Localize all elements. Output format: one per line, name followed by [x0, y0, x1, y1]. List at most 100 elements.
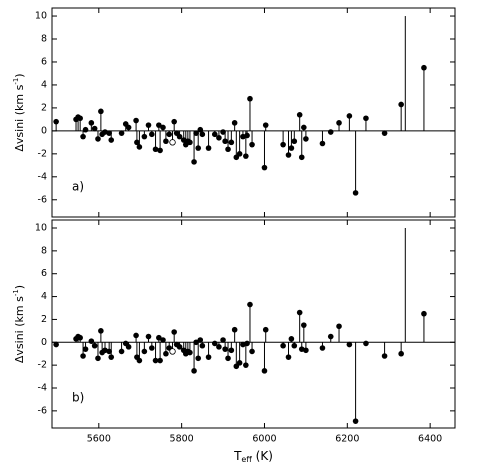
- point: [243, 362, 249, 368]
- point: [176, 133, 183, 140]
- point: [88, 338, 95, 344]
- point: [301, 322, 307, 328]
- point: [133, 332, 139, 339]
- point: [134, 139, 140, 146]
- point: [141, 133, 148, 140]
- point: [53, 118, 59, 125]
- point: [95, 355, 101, 362]
- y-tick-label: 6: [41, 56, 47, 67]
- point: [91, 125, 98, 132]
- point: [249, 141, 255, 148]
- point: [244, 340, 250, 347]
- point: [157, 147, 163, 154]
- y-axis-label-part: Δvsini (km s: [13, 84, 26, 151]
- point: [157, 357, 163, 364]
- point: [261, 368, 268, 374]
- point: [108, 137, 115, 143]
- point: [166, 131, 173, 138]
- y-tick-label: 8: [41, 34, 47, 45]
- x-tick-label: 5800: [170, 434, 194, 445]
- point: [160, 337, 166, 343]
- y-tick-label: 0: [41, 125, 47, 136]
- y-tick-label: -4: [38, 171, 47, 182]
- point-open: [169, 348, 176, 355]
- x-axis-label-part: T: [233, 449, 242, 463]
- point: [336, 323, 342, 330]
- point: [98, 328, 104, 334]
- panel-label: a): [72, 180, 84, 194]
- x-tick-label: 6400: [418, 434, 442, 445]
- point: [262, 326, 269, 333]
- point: [193, 339, 199, 346]
- point: [205, 354, 212, 360]
- point: [133, 117, 139, 124]
- point: [216, 344, 222, 350]
- point: [149, 131, 155, 138]
- point: [249, 348, 255, 355]
- y-tick-label: 4: [41, 79, 47, 90]
- x-tick-label: 6200: [335, 434, 359, 445]
- point: [222, 138, 228, 145]
- point: [296, 111, 303, 118]
- point: [141, 348, 148, 355]
- point: [319, 140, 326, 147]
- point: [195, 355, 202, 362]
- point: [233, 154, 240, 161]
- point: [136, 144, 143, 150]
- point: [171, 118, 177, 125]
- point: [222, 346, 228, 352]
- point: [95, 136, 101, 142]
- y-tick-label: -6: [38, 194, 47, 205]
- point: [125, 124, 132, 131]
- y-tick-label: -2: [38, 148, 47, 159]
- point: [108, 354, 115, 360]
- point: [327, 333, 334, 340]
- panel-label: b): [72, 391, 84, 405]
- plot-frame: [51, 7, 456, 218]
- point: [106, 348, 112, 355]
- point: [298, 154, 305, 161]
- point: [421, 64, 427, 71]
- point: [288, 336, 295, 342]
- point: [261, 164, 268, 171]
- point: [327, 129, 334, 135]
- point: [301, 124, 307, 131]
- point: [346, 113, 353, 119]
- point: [398, 101, 404, 108]
- point: [363, 115, 369, 122]
- point: [199, 131, 206, 138]
- point: [98, 108, 104, 115]
- y-tick-label: 8: [41, 245, 47, 256]
- y-tick-label: 2: [41, 102, 47, 113]
- y-axis-label: Δvsini (km s-1): [12, 285, 26, 363]
- x-tick-label: 6000: [252, 434, 276, 445]
- point: [53, 341, 59, 348]
- x-tick-label: 5600: [87, 434, 111, 445]
- point: [211, 131, 218, 138]
- y-axis-label-part: ): [13, 285, 26, 289]
- point: [247, 301, 253, 308]
- point: [303, 136, 309, 142]
- point: [291, 138, 298, 145]
- point: [236, 360, 243, 366]
- point: [77, 115, 83, 122]
- point: [156, 122, 162, 128]
- point: [247, 95, 253, 102]
- point: [319, 345, 326, 351]
- point: [421, 310, 427, 317]
- x-axis-label-part: (K): [252, 449, 273, 463]
- point: [288, 145, 295, 151]
- point-open: [169, 139, 176, 146]
- point: [262, 122, 269, 128]
- point: [197, 126, 204, 133]
- point: [352, 190, 359, 196]
- point: [118, 130, 125, 136]
- point: [156, 334, 162, 341]
- point: [398, 350, 404, 357]
- point: [216, 134, 222, 141]
- point: [285, 354, 292, 360]
- point: [145, 333, 152, 340]
- y-tick-label: 10: [35, 223, 47, 234]
- point: [149, 345, 155, 351]
- point: [82, 126, 89, 133]
